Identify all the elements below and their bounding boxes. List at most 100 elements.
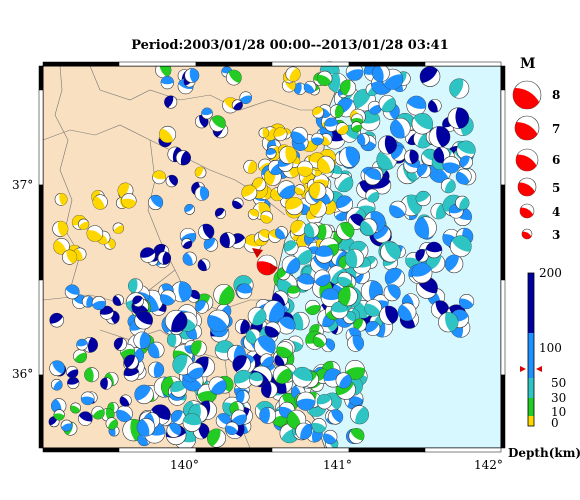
depth-label-100: 100 [539, 341, 562, 355]
focal-mechanism [359, 218, 378, 236]
focal-mechanism [285, 196, 304, 216]
focal-mechanism [260, 210, 274, 224]
focal-mechanism [112, 294, 125, 306]
focal-mechanism [231, 99, 243, 111]
focal-mechanism [195, 300, 209, 314]
magnitude-label-7: 7 [552, 122, 561, 136]
focal-mechanism [383, 284, 401, 302]
depth-label-200: 200 [539, 266, 562, 280]
focal-mechanism [197, 258, 211, 272]
focal-mechanism [316, 393, 333, 410]
focal-mechanism [182, 413, 202, 432]
focal-mechanism [273, 127, 288, 142]
focal-mechanism [119, 394, 132, 407]
focal-mechanism [320, 288, 340, 307]
focal-mechanism [187, 362, 204, 380]
magnitude-legend-title: M [520, 56, 536, 72]
focal-mechanism [378, 135, 398, 155]
focal-mechanism [81, 295, 94, 308]
prefecture-borders [42, 65, 328, 449]
focal-mechanism [303, 222, 320, 239]
focal-mechanism [258, 229, 271, 242]
focal-mechanism [442, 156, 460, 174]
focal-mechanism [70, 402, 82, 414]
focal-mechanism [100, 377, 113, 390]
focal-mechanism [416, 163, 432, 179]
focal-mechanism [294, 184, 306, 196]
focal-mechanism [440, 178, 456, 194]
focal-mechanism [206, 428, 226, 448]
magnitude-label-8: 8 [552, 88, 561, 102]
focal-mechanism [86, 225, 104, 242]
focal-mechanism [456, 140, 476, 160]
focal-mechanism [194, 166, 207, 179]
focal-mechanism [214, 207, 227, 219]
focal-mechanism [254, 335, 276, 358]
focal-mechanism [136, 418, 156, 437]
focal-mechanism [372, 64, 390, 83]
focal-mechanism [303, 80, 317, 94]
focal-mechanism [345, 63, 364, 81]
focal-mechanism [113, 337, 128, 351]
focal-mechanism [243, 159, 258, 174]
focal-mechanism [84, 367, 100, 383]
focal-mechanism [449, 78, 470, 99]
focal-mechanism [213, 283, 235, 306]
focal-mechanism [459, 294, 475, 310]
magnitude-label-5: 5 [552, 181, 561, 195]
focal-mechanism [447, 107, 470, 129]
focal-mechanism [444, 254, 464, 274]
focal-mechanism [357, 133, 370, 146]
focal-mechanism [148, 194, 164, 211]
focal-mechanism [123, 365, 140, 382]
focal-mechanism [258, 127, 270, 139]
focal-mechanism [233, 369, 254, 390]
focal-mechanism [277, 316, 296, 335]
focal-mechanism [324, 117, 339, 132]
magnitude-legend-ball-7 [514, 115, 540, 141]
focal-mechanism [49, 312, 65, 328]
depth-color-bar [520, 272, 542, 427]
focal-mechanism [198, 223, 215, 240]
focal-mechanism [459, 155, 473, 169]
magnitude-legend-ball-8 [512, 80, 542, 110]
focal-mechanism [170, 410, 186, 425]
magnitude-legend-ball-6 [515, 148, 539, 172]
depth-label-30: 30 [551, 391, 567, 405]
focal-mechanism [235, 390, 250, 404]
focal-mechanism [170, 281, 192, 303]
focal-mechanism [78, 411, 93, 426]
focal-mechanism [232, 355, 251, 374]
focal-mechanism [123, 354, 139, 370]
focal-mechanism [327, 409, 344, 425]
focal-mechanism [415, 248, 429, 263]
focal-mechanism [338, 146, 361, 168]
focal-mechanism [292, 366, 313, 388]
focal-mechanism [239, 91, 253, 104]
focal-mechanism [365, 321, 381, 336]
focal-mechanism [290, 126, 308, 144]
focal-mechanism [112, 222, 124, 234]
focal-mechanism [347, 334, 365, 352]
focal-mechanism [164, 95, 178, 109]
focal-mechanism [397, 302, 417, 322]
focal-mechanism [232, 197, 244, 210]
focal-mechanism [345, 360, 365, 380]
focal-mechanism [264, 321, 281, 338]
focal-mechanism [336, 195, 354, 213]
focal-mechanism [312, 333, 327, 348]
focal-mechanism [166, 422, 182, 438]
earthquake-mechanisms [48, 61, 477, 451]
focal-mechanism [147, 361, 165, 378]
depth-label-0: 0 [551, 416, 559, 430]
focal-mechanism [287, 285, 301, 299]
focal-mechanism [313, 269, 331, 287]
focal-mechanism [296, 391, 316, 411]
focal-mechanism [404, 149, 419, 165]
focal-mechanism [134, 384, 154, 405]
focal-mechanism [348, 427, 365, 444]
focal-mechanism [277, 180, 296, 199]
focal-mechanism [259, 406, 277, 424]
lon-label-141: 141° [323, 458, 352, 472]
focal-mechanism [262, 300, 285, 323]
